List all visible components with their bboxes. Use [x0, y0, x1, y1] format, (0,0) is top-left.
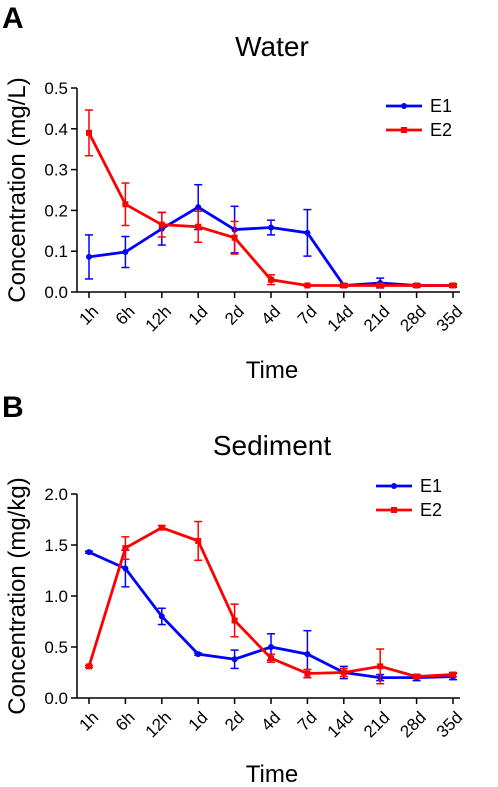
x-tick-label: 4d [257, 302, 284, 329]
x-tick-label: 1d [185, 708, 212, 735]
data-point [450, 282, 456, 289]
y-tick-label: 0.1 [44, 242, 68, 261]
legend-entry-e2: E2 [376, 500, 442, 520]
legend-entry-e1: E1 [376, 476, 442, 496]
chart-panel-b: B Sediment 0.0 0.5 1.0 1.5 2.0 1h 6h 12h 1d 2d 4d 7d 1… [2, 391, 466, 787]
data-point [268, 224, 274, 231]
x-tick-label: 4d [257, 708, 284, 735]
chart-title: Water [235, 31, 309, 62]
y-tick-label: 2.0 [44, 485, 68, 504]
data-point [413, 673, 420, 680]
legend-entry-e1: E1 [386, 96, 452, 116]
x-tick-label: 1h [75, 302, 102, 329]
data-point [340, 669, 347, 676]
data-point [304, 229, 311, 236]
x-tick-label: 14d [324, 708, 357, 741]
x-tick-label: 21d [360, 708, 393, 741]
data-point [304, 670, 311, 677]
chart-title: Sediment [213, 430, 332, 461]
data-point [158, 613, 165, 620]
data-point [122, 565, 129, 572]
data-point [158, 524, 165, 531]
data-point [268, 644, 274, 650]
x-tick-label: 7d [294, 708, 321, 735]
data-point [340, 282, 347, 289]
data-point [231, 234, 238, 241]
data-point [86, 663, 92, 670]
data-point [195, 651, 202, 658]
x-tick-label: 6h [112, 302, 139, 329]
legend-marker [391, 507, 397, 513]
y-axis-label: Concentration (mg/kg) [4, 477, 31, 714]
series-line [87, 132, 453, 287]
legend-marker [401, 127, 407, 133]
data-point [122, 545, 129, 552]
data-point [377, 282, 384, 289]
y-tick-label: 0.0 [44, 689, 68, 708]
data-point [195, 204, 202, 211]
data-point [195, 223, 202, 230]
series-e2 [85, 109, 457, 289]
y-axis-label: Concentration (mg/L) [4, 77, 31, 302]
x-tick-label: 2d [221, 302, 248, 329]
legend-label: E1 [430, 96, 452, 116]
x-tick-label: 1h [75, 708, 102, 735]
chart-panel-a: A Water 0.0 0.1 0.2 0.3 0.4 0.5 1h 6h 12h 1d 2d 4d 7d 1… [2, 2, 466, 384]
data-point [231, 656, 238, 663]
x-tick-label: 14d [324, 302, 357, 335]
y-tick-label: 1.5 [44, 536, 68, 555]
data-point [86, 253, 92, 260]
data-point [122, 201, 129, 208]
data-point [268, 276, 274, 283]
legend-marker [391, 483, 397, 489]
panel-letter: A [2, 2, 24, 35]
x-tick-label: 28d [396, 708, 429, 741]
y-tick-label: 0.0 [44, 283, 68, 302]
data-point [158, 221, 165, 228]
legend-label: E1 [420, 476, 442, 496]
x-tick-label: 2d [221, 708, 248, 735]
data-point [86, 549, 92, 556]
legend-label: E2 [430, 120, 452, 140]
series-e2 [85, 520, 457, 685]
x-tick-label: 7d [294, 302, 321, 329]
data-point [231, 617, 238, 624]
y-tick-label: 0.2 [44, 201, 68, 220]
panel-letter: B [2, 391, 24, 424]
x-tick-label: 6h [112, 708, 139, 735]
x-tick-label: 1d [185, 302, 212, 329]
y-tick-label: 0.5 [44, 79, 68, 98]
x-tick-label: 35d [433, 302, 466, 335]
legend-marker [401, 103, 407, 109]
data-point [413, 282, 420, 289]
data-point [377, 663, 384, 670]
x-tick-label: 35d [433, 708, 466, 741]
y-tick-label: 1.0 [44, 587, 68, 606]
data-point [122, 249, 129, 256]
data-point [450, 671, 456, 678]
x-tick-label: 21d [360, 302, 393, 335]
data-point [195, 537, 202, 544]
data-point [304, 651, 311, 658]
series-e1 [85, 183, 457, 289]
data-point [304, 282, 311, 289]
x-axis-label: Time [246, 357, 298, 384]
series-line [88, 205, 453, 287]
y-tick-label: 0.3 [44, 161, 68, 180]
legend-label: E2 [420, 500, 442, 520]
x-axis-label: Time [246, 761, 298, 787]
data-point [268, 655, 274, 662]
data-point [86, 129, 92, 136]
legend-entry-e2: E2 [386, 120, 452, 140]
x-tick-label: 28d [396, 302, 429, 335]
y-tick-label: 0.4 [44, 120, 68, 139]
x-tick-label: 12h [142, 302, 175, 335]
y-tick-label: 0.5 [44, 638, 68, 657]
x-tick-label: 12h [142, 708, 175, 741]
